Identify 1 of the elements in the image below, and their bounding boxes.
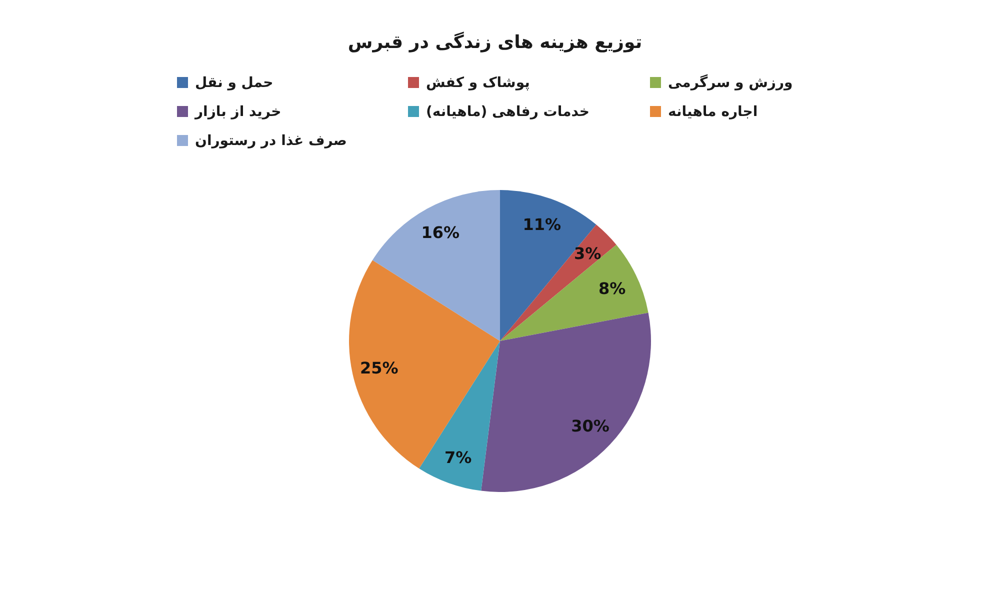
title: توزیع هزینه های زندگی در قبرس bbox=[348, 32, 642, 53]
